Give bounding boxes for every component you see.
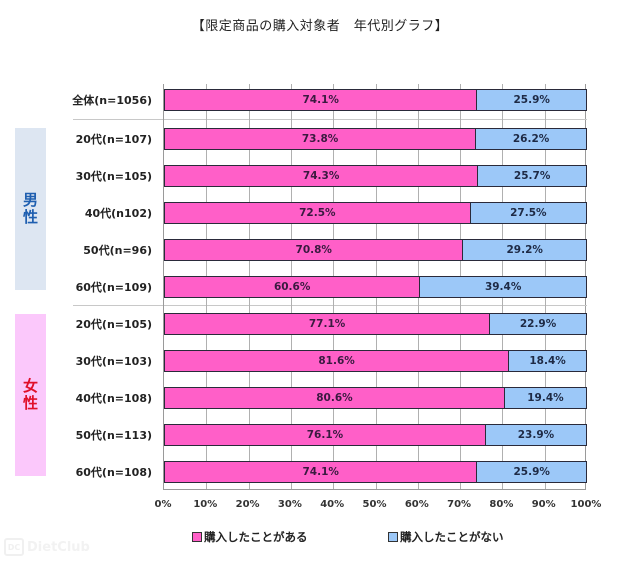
x-tick-label: 70% [447,499,472,510]
bar-segment-not-purchased: 18.4% [509,350,587,372]
bar-row: 74.1% 25.9% [164,89,587,111]
separator-total [73,119,165,120]
category-label: 50代(n=113) [75,429,152,442]
bar-segment-not-purchased: 25.9% [477,461,587,483]
category-label: 40代(n102) [84,207,152,220]
watermark: DC DietClub [4,538,90,556]
category-label: 30代(n=105) [75,170,152,183]
category-label: 全体(n=1056) [72,94,152,107]
bar-row: 80.6% 19.4% [164,387,587,409]
category-label: 40代(n=108) [75,392,152,405]
category-label: 20代(n=105) [75,318,152,331]
group-label-male: 男 性 [15,128,46,290]
group-label-male-text: 男 性 [22,191,38,226]
legend-label-yes: 購入したことがある [204,530,308,544]
x-tick-label: 100% [570,499,602,510]
x-tick-label: 60% [404,499,429,510]
x-tick-label: 20% [235,499,260,510]
bar-segment-purchased: 74.1% [164,89,478,111]
group-label-female: 女 性 [15,314,46,476]
bar-segment-purchased: 74.1% [164,461,478,483]
bar-row: 72.5% 27.5% [164,202,587,224]
bar-row: 60.6% 39.4% [164,276,587,298]
bar-segment-not-purchased: 22.9% [490,313,587,335]
bar-segment-purchased: 81.6% [164,350,510,372]
x-tick-label: 90% [531,499,556,510]
plot-area: 74.1% 25.9% 73.8% 26.2% 74.3% 25.7% 72.5% 27.5%… [163,84,587,490]
bar-row: 74.1% 25.9% [164,461,587,483]
watermark-text: DietClub [27,539,90,555]
bar-row: 76.1% 23.9% [164,424,587,446]
category-label: 60代(n=108) [75,466,152,479]
legend-swatch-no [388,532,398,542]
bar-segment-purchased: 76.1% [164,424,486,446]
bar-segment-purchased: 77.1% [164,313,491,335]
category-label: 20代(n=107) [75,133,152,146]
bar-row: 81.6% 18.4% [164,350,587,372]
bar-segment-not-purchased: 39.4% [420,276,587,298]
bar-row: 70.8% 29.2% [164,239,587,261]
legend-label-no: 購入したことがない [400,530,504,544]
bar-segment-purchased: 80.6% [164,387,505,409]
group-label-female-text: 女 性 [22,377,38,412]
bar-row: 73.8% 26.2% [164,128,587,150]
legend-item-no: 購入したことがない [388,529,504,545]
bar-segment-not-purchased: 19.4% [504,387,587,409]
x-tick-label: 50% [362,499,387,510]
bar-segment-purchased: 73.8% [164,128,477,150]
bar-segment-not-purchased: 27.5% [470,202,587,224]
bar-segment-purchased: 72.5% [164,202,471,224]
dietclub-logo-icon: DC [4,538,24,556]
x-tick-label: 40% [320,499,345,510]
chart-title: 【限定商品の購入対象者 年代別グラフ】 [191,19,449,34]
legend-swatch-yes [192,532,202,542]
bar-segment-not-purchased: 26.2% [476,128,587,150]
bar-row: 77.1% 22.9% [164,313,587,335]
bar-row: 74.3% 25.7% [164,165,587,187]
x-tick-label: 10% [193,499,218,510]
bar-segment-not-purchased: 23.9% [485,424,587,446]
bar-segment-purchased: 60.6% [164,276,421,298]
bar-segment-not-purchased: 25.9% [477,89,587,111]
category-label: 30代(n=103) [75,355,152,368]
legend-item-yes: 購入したことがある [192,529,308,545]
x-tick-label: 0% [154,499,172,510]
x-tick-label: 80% [489,499,514,510]
bar-segment-purchased: 74.3% [164,165,479,187]
bar-segment-not-purchased: 29.2% [463,239,587,261]
bar-segment-not-purchased: 25.7% [478,165,587,187]
category-label: 50代(n=96) [83,244,152,257]
category-label: 60代(n=109) [75,281,152,294]
x-tick-label: 30% [277,499,302,510]
separator-gender [73,305,165,306]
bar-segment-purchased: 70.8% [164,239,464,261]
